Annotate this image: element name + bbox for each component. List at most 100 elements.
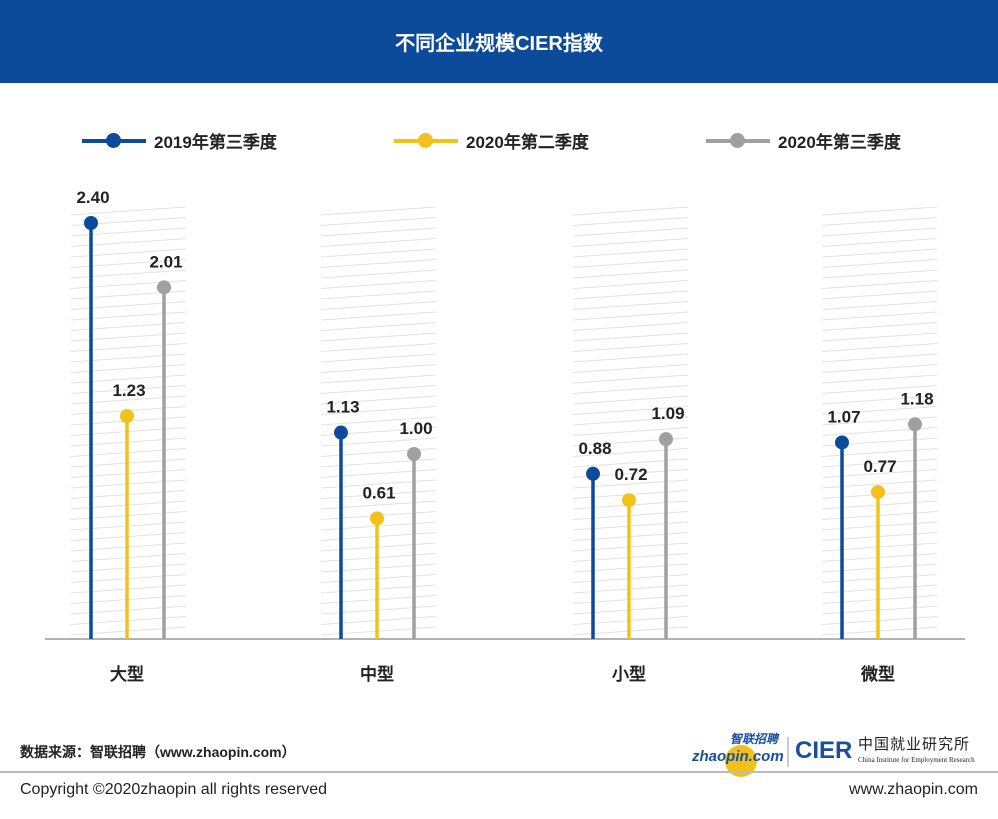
legend-swatch [82, 132, 146, 148]
hatch-line [821, 332, 938, 342]
legend-item-2020q2: 2020年第二季度 [394, 128, 589, 153]
hatch-line [572, 353, 689, 363]
hatch-line [320, 322, 437, 331]
hatch-line [821, 374, 938, 384]
hatch-line [320, 343, 437, 352]
legend-swatch [706, 132, 770, 148]
hatch-line [320, 280, 437, 289]
category-label: 大型 [110, 664, 144, 684]
hatch-line [572, 311, 689, 321]
legend-label: 2020年第二季度 [466, 133, 589, 152]
data-label: 1.00 [399, 419, 432, 438]
hatch-line [821, 353, 938, 363]
hatch-line [320, 353, 437, 363]
data-label: 0.61 [362, 483, 395, 502]
hatch-line [70, 353, 187, 363]
hatch-line [821, 311, 938, 321]
hatch-line [821, 322, 938, 331]
chart-title: 不同企业规模CIER指数 [0, 0, 998, 83]
hatch-line [572, 206, 689, 216]
hatch-line [572, 259, 689, 268]
hatch-line [572, 322, 689, 331]
category-label: 小型 [612, 664, 646, 684]
data-label: 2.40 [76, 188, 109, 207]
hatch-line [320, 290, 437, 300]
hatch-line [320, 364, 437, 373]
hatch-line [572, 238, 689, 247]
lollipop-dot [84, 216, 98, 230]
hatch-line [821, 238, 938, 247]
zhaopin-logo: 智联招聘 zhaopin.com [690, 733, 785, 777]
hatch-line [70, 343, 187, 352]
hatch-line [320, 301, 437, 310]
hatch-line [821, 290, 938, 300]
lollipop-dot [659, 432, 673, 447]
hatch-line [320, 469, 437, 478]
lollipop-dot [871, 484, 885, 499]
data-label: 0.77 [863, 457, 896, 476]
hatch-line [821, 269, 938, 279]
hatch-line [821, 301, 938, 310]
hatch-line [821, 227, 938, 237]
legend-swatch [394, 132, 458, 148]
hatch-line [320, 458, 437, 468]
lollipop-dot [120, 409, 134, 424]
hatch-line [821, 385, 938, 394]
hatch-line [572, 385, 689, 394]
data-label: 1.07 [827, 407, 860, 426]
lollipop-dot [622, 493, 636, 508]
data-label: 1.13 [326, 398, 359, 417]
hatch-line [320, 374, 437, 384]
hatch-line [320, 311, 437, 321]
hatch-line [821, 248, 938, 258]
hatch-line [70, 311, 187, 321]
hatch-line [572, 416, 689, 426]
data-label: 1.09 [651, 404, 684, 423]
hatch-line [821, 217, 938, 226]
hatch-line [320, 227, 437, 237]
hatch-line [572, 448, 689, 457]
category-label: 中型 [360, 664, 394, 684]
hatch-line [572, 406, 689, 415]
hatch-line [572, 290, 689, 300]
data-label: 1.18 [900, 389, 933, 408]
hatch-line [572, 217, 689, 226]
hatch-line [821, 343, 938, 352]
hatch-line [70, 322, 187, 331]
hatch-line [320, 395, 437, 405]
cier-logo-en: China Institute for Employment Research [858, 756, 975, 764]
hatch-line [70, 238, 187, 247]
data-label: 0.88 [578, 439, 611, 458]
cier-logo-cn: 中国就业研究所 [858, 735, 971, 753]
hatch-line [320, 385, 437, 394]
lollipop-dot [334, 425, 348, 440]
hatch-line [572, 343, 689, 352]
copyright: Copyright ©2020zhaopin all rights reserv… [20, 781, 328, 798]
hatch-line [572, 374, 689, 384]
hatch-line [821, 364, 938, 373]
data-source: 数据来源：智联招聘（www.zhaopin.com） [20, 744, 296, 760]
hatch-line [821, 259, 938, 268]
hatch-line [572, 332, 689, 342]
hatch-line [70, 206, 187, 216]
chart-plot: 大型 中型 小型 微型 2.40 1.13 0.88 1.07 1.23 0.61 0.72 0.77… [45, 188, 965, 684]
legend-label: 2019年第三季度 [154, 133, 277, 152]
legend-item-2019q3: 2019年第三季度 [82, 128, 277, 153]
website-link[interactable]: www.zhaopin.com [849, 781, 978, 798]
lollipop-dot [586, 466, 600, 481]
hatch-line [821, 280, 938, 289]
hatch-line [821, 395, 938, 405]
hatch-line [572, 227, 689, 237]
footer-divider [0, 771, 998, 773]
data-label: 2.01 [149, 252, 182, 271]
logo-divider [787, 737, 789, 767]
lollipop-dot [370, 511, 384, 526]
cier-logo: CIER [795, 737, 853, 764]
legend-label: 2020年第三季度 [778, 133, 901, 152]
hatch-line [320, 269, 437, 279]
hatch-line [572, 395, 689, 405]
hatch-line [70, 364, 187, 373]
hatch-line [320, 238, 437, 247]
hatch-line [320, 206, 437, 216]
hatch-line [572, 269, 689, 279]
